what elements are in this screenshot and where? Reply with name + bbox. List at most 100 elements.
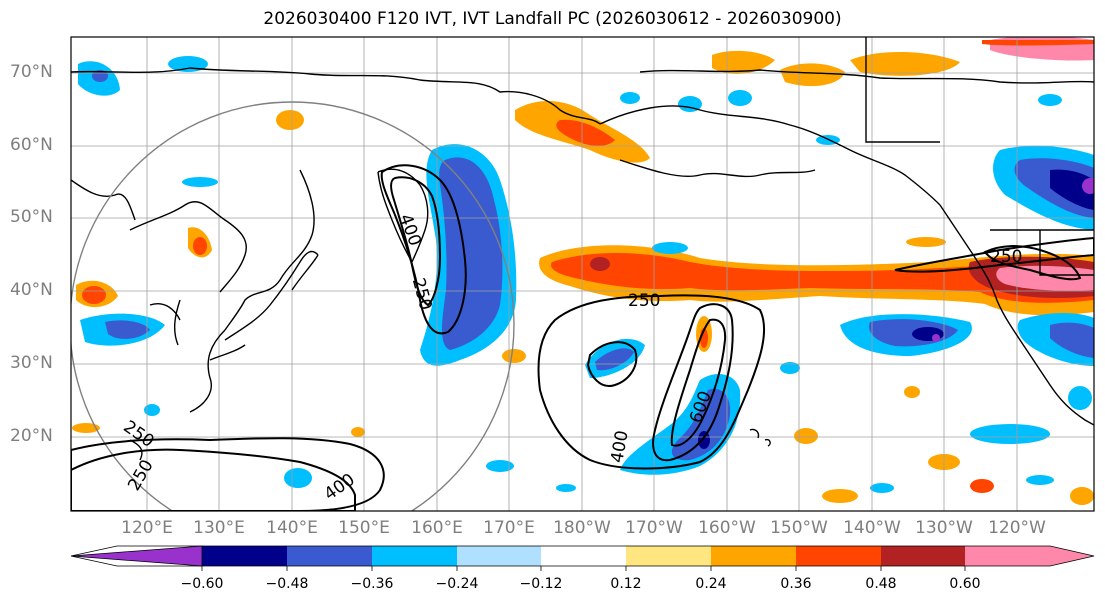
coast-na-west <box>939 204 1094 426</box>
colorbar-tick-label: −0.24 <box>435 576 479 592</box>
shaded-fields <box>72 37 1094 505</box>
colorbar-seg-4 <box>457 546 541 566</box>
shade-asia-core <box>82 286 106 304</box>
colorbar <box>70 545 1095 571</box>
shade-japan-core <box>193 237 207 255</box>
shade-cool-se-peak <box>932 334 940 342</box>
shade-cool-east-3 <box>1068 386 1092 410</box>
contour-east-250 <box>894 236 1094 273</box>
graticule <box>71 37 1094 511</box>
shade-pacific-warm-6 <box>906 237 946 247</box>
shade-south-warm-5 <box>1070 487 1094 505</box>
lon-label-170w: 170°W <box>625 518 683 538</box>
shade-warm-spot <box>590 257 610 271</box>
colorbar-seg-8 <box>796 546 881 566</box>
shade-mid-warm <box>502 349 526 363</box>
shade-cool-south-5 <box>1026 475 1054 485</box>
shade-cool-arctic-8 <box>652 242 688 254</box>
shade-cool-asia-2 <box>144 404 160 416</box>
colorbar-tick-label: −0.60 <box>180 576 224 592</box>
lon-label-170e: 170°E <box>483 518 535 538</box>
lon-label-140w: 140°W <box>843 518 901 538</box>
colorbar-seg-1 <box>202 546 287 566</box>
map-frame <box>70 36 1095 512</box>
shade-cool-east-mid <box>671 388 731 461</box>
contour-south-250 <box>71 448 356 511</box>
colorbar-tick-label: −0.48 <box>265 576 309 592</box>
shade-warm-band-mid <box>550 253 1094 303</box>
colorbar-tick-label: −0.36 <box>350 576 394 592</box>
shade-cool-arctic-3 <box>678 96 702 112</box>
coast-kamchatka <box>377 168 429 263</box>
shade-south-warm-4 <box>822 489 858 503</box>
shade-cool-south-6 <box>870 483 894 493</box>
lat-label-60n: 60°N <box>10 135 53 155</box>
lon-label-130w: 130°W <box>915 518 973 538</box>
colorbar-tick-label: 0.12 <box>610 576 642 592</box>
lon-label-140e: 140°E <box>266 518 318 538</box>
colorbar-tick-label: 0.60 <box>949 576 981 592</box>
lon-label-120e: 120°E <box>121 518 173 538</box>
lon-label-150e: 150°E <box>338 518 390 538</box>
contour-label-east-250: 250 <box>990 247 1022 267</box>
lat-label-70n: 70°N <box>10 62 53 82</box>
colorbar-tick-label: 0.36 <box>780 576 812 592</box>
colorbar-seg-7 <box>711 546 796 566</box>
lon-label-130e: 130°E <box>193 518 245 538</box>
shade-cool-south-1 <box>284 468 312 488</box>
lon-label-160e: 160°E <box>411 518 463 538</box>
coast-japan <box>209 250 319 361</box>
shade-cool-arctic-9 <box>1038 94 1062 106</box>
shade-cool-mid <box>595 348 634 371</box>
colorbar-ticks <box>201 566 966 571</box>
shade-nw-warm <box>72 423 100 433</box>
shade-pacific-warm-8 <box>351 427 365 437</box>
coast-arctic <box>639 69 1094 84</box>
ivt-contours <box>71 164 1094 511</box>
colorbar-tick-label: 0.24 <box>695 576 727 592</box>
shade-cool-south-3 <box>556 484 576 492</box>
shade-cool-arctic-4 <box>620 92 640 104</box>
colorbar-seg-9 <box>881 546 965 566</box>
shade-pacific-warm-7 <box>904 386 920 398</box>
map-title: 2026030400 F120 IVT, IVT Landfall PC (20… <box>263 9 842 29</box>
shade-arctic-warm-3 <box>850 51 960 76</box>
colorbar-seg-2 <box>287 546 372 566</box>
contour-east-250-b <box>983 245 1082 281</box>
colorbar-extend-high <box>1050 546 1094 566</box>
colorbar-outline <box>70 545 1095 567</box>
colorbar-tick-label: −0.12 <box>519 576 563 592</box>
lat-label-40n: 40°N <box>10 280 53 300</box>
contour-kamchatka-250 <box>390 176 442 307</box>
colorbar-seg-10 <box>965 546 1050 566</box>
contour-kamchatka-400 <box>380 164 467 335</box>
shade-arctic-warm <box>712 50 775 74</box>
shade-warm-band-peak <box>996 265 1094 291</box>
coast-asia <box>71 67 601 413</box>
coast-alaska <box>599 105 941 206</box>
shade-cool-coast-mid <box>1050 322 1094 358</box>
shade-kuril-warm <box>276 110 304 130</box>
colorbar-seg-3 <box>372 546 457 566</box>
contour-central-400 <box>586 341 638 387</box>
shade-cool-ne-peak <box>1082 178 1094 194</box>
shade-cool-east-2 <box>780 362 800 374</box>
shade-cool-south-2 <box>486 460 514 472</box>
lon-label-120w: 120°W <box>988 518 1046 538</box>
lat-label-30n: 30°N <box>10 353 53 373</box>
contour-central-250 <box>537 294 766 470</box>
shade-cool-asia-1-mid <box>105 320 150 339</box>
contour-south-400 <box>71 437 385 511</box>
lat-label-50n: 50°N <box>10 207 53 227</box>
lat-label-20n: 20°N <box>10 426 53 446</box>
colorbar-seg-6 <box>626 546 711 566</box>
shade-cool-ne-core <box>1050 169 1094 210</box>
shade-bering-core <box>556 119 615 146</box>
contour-central-600 <box>652 303 734 462</box>
contour-central-800 <box>670 318 727 447</box>
shade-cool-east-core <box>698 431 710 449</box>
lon-label-180w: 180°W <box>553 518 611 538</box>
lon-label-160w: 160°W <box>698 518 756 538</box>
coastlines <box>71 37 1094 461</box>
